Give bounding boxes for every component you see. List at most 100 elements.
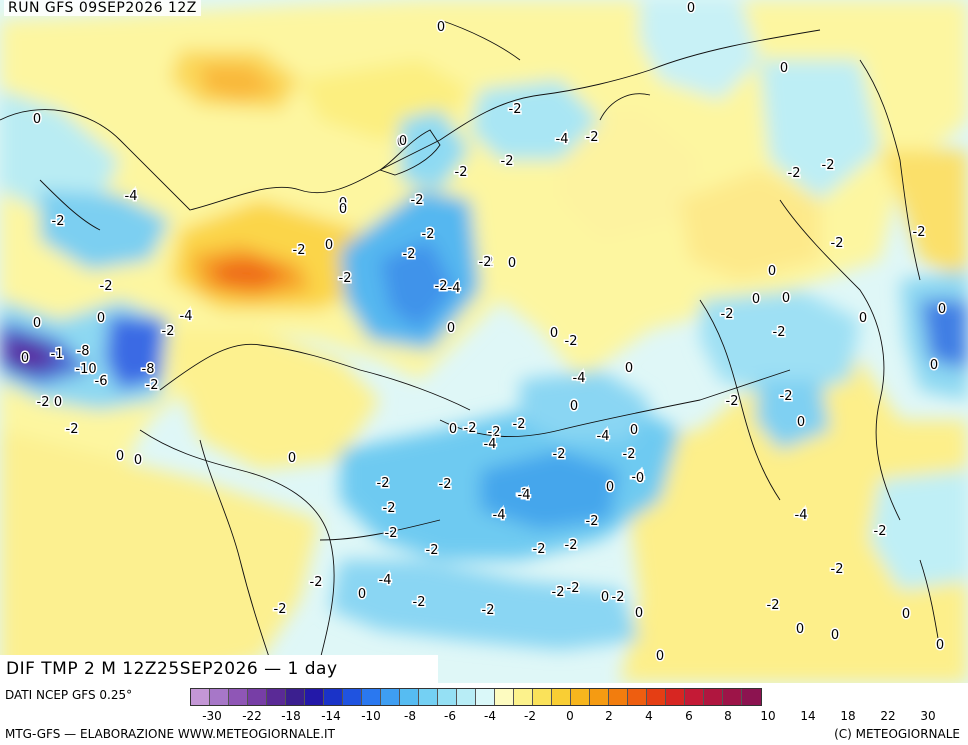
contour-value-label: -4 [556,132,569,147]
contour-value-label: 0 [508,256,516,271]
contour-value-label: -2 [612,590,625,605]
contour-value-label: 0 [449,422,457,437]
contour-value-label: 0 [447,321,455,336]
contour-value-label: 0 [97,311,105,326]
contour-value-label: -2 [455,165,468,180]
contour-value-label: 0 [630,423,638,438]
colorbar-tick-label: 22 [880,709,896,723]
contour-value-label: -2 [517,487,530,502]
contour-value-label: -2 [146,378,159,393]
colorbar-swatch [324,689,343,705]
contour-value-label: 0 [288,451,296,466]
contour-value-label: -2 [481,255,494,270]
colorbar [190,688,762,706]
contour-value-label: 0 [768,264,776,279]
colorbar-tick-label: -4 [484,709,496,723]
contour-value-label: -2 [533,542,546,557]
colorbar-tick-label: 10 [760,709,776,723]
contour-value-label: -2 [513,417,526,432]
colorbar-tick-label: -2 [524,709,536,723]
contour-value-label: -2 [66,422,79,437]
contour-value-label: 0 [902,607,910,622]
contour-value-label: -4 [379,573,392,588]
contour-value-label: -2 [767,598,780,613]
contour-value-label: -2 [411,193,424,208]
colorbar-swatch [267,689,286,705]
colorbar-swatch [552,689,571,705]
contour-value-label: -2 [831,562,844,577]
colorbar-swatch [685,689,704,705]
colorbar-swatch [457,689,476,705]
contour-value-label: -2 [403,247,416,262]
run-title: RUN GFS 09SEP2026 12Z [4,0,201,16]
colorbar-tick-label: -8 [404,709,416,723]
colorbar-swatch [590,689,609,705]
colorbar-swatch [723,689,742,705]
contour-value-label: -2 [586,514,599,529]
colorbar-swatch [210,689,229,705]
contour-value-label: -4 [518,488,531,503]
contour-value-label: 0 [656,649,664,664]
contour-value-label: 0 [437,20,445,35]
contour-value-label: -2 [339,271,352,286]
colorbar-tick-label: 30 [920,709,936,723]
colorbar-tick-label: 14 [800,709,816,723]
colorbar-swatch [571,689,590,705]
contour-value-label: -2 [413,595,426,610]
contour-value-label: 0 [134,453,142,468]
contour-value-label: -2 [501,154,514,169]
contour-value-label: -2 [874,524,887,539]
colorbar-tick-label: -30 [202,709,222,723]
contour-value-label: 0 [54,395,62,410]
contour-value-label: -8 [142,362,155,377]
colorbar-tick-label: 4 [645,709,653,723]
contour-value-label: -2 [422,227,435,242]
contour-value-label: 0 [796,622,804,637]
colorbar-tick-label: 6 [685,709,693,723]
contour-value-label: -2 [565,538,578,553]
colorbar-swatch [647,689,666,705]
contour-value-label: -4 [493,508,506,523]
contour-value-label: -4 [795,508,808,523]
contour-value-label: -2 [913,225,926,240]
temperature-difference-map: 0 0 0 -2 0 -2 -2 -2 -2 0 0 -2 -2 -2 -2 -4 -2 0 0 -2 0 -2 -4 -2 0… [0,0,968,683]
colorbar-swatch [704,689,723,705]
contour-value-label: 0 [339,202,347,217]
contour-value-label: -2 [831,236,844,251]
contour-value-label: -2 [822,158,835,173]
contour-value-label: 0 [782,291,790,306]
colorbar-swatch [305,689,324,705]
contour-value-label: -2 [509,102,522,117]
contour-value-label: -2 [780,389,793,404]
colorbar-swatch [438,689,457,705]
colorbar-tick-label: 0 [566,709,574,723]
contour-value-label: -2 [439,477,452,492]
credit-right: (C) METEOGIORNALE [834,727,960,741]
shaded-field [0,0,968,683]
contour-value-label: -2 [586,130,599,145]
contour-value-label: -2 [293,243,306,258]
contour-value-label: 0 [399,134,407,149]
contour-value-label: -2 [788,166,801,181]
colorbar-swatch [609,689,628,705]
colorbar-tick-label: -10 [361,709,381,723]
contour-value-label: -2 [52,214,65,229]
contour-value-label: 0 [570,399,578,414]
colorbar-swatch [666,689,685,705]
contour-value-label: -2 [37,395,50,410]
contour-value-label: -4 [180,309,193,324]
contour-value-label: 0 [21,351,29,366]
field-title: DIF TMP 2 M 12Z25SEP2026 — 1 day [0,655,438,683]
colorbar-swatch [381,689,400,705]
colorbar-swatch [495,689,514,705]
contour-value-label: -2 [623,447,636,462]
colorbar-tick-label: -18 [281,709,301,723]
contour-value-label: -6 [95,374,108,389]
contour-value-label: -2 [274,602,287,617]
contour-value-label: 0 [635,606,643,621]
colorbar-swatch [476,689,495,705]
contour-value-label: -4 [125,189,138,204]
colorbar-swatch [229,689,248,705]
colorbar-tick-label: -6 [444,709,456,723]
contour-value-label: 0 [780,61,788,76]
